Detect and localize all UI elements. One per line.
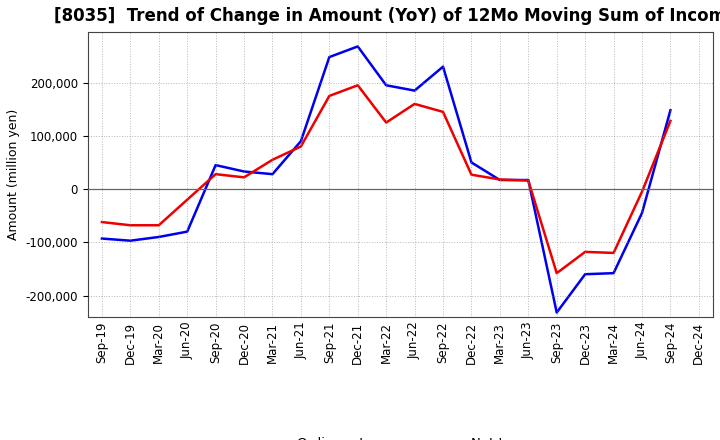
Line: Ordinary Income: Ordinary Income bbox=[102, 47, 670, 312]
Net Income bbox=[297, 144, 305, 149]
Net Income bbox=[183, 197, 192, 202]
Net Income bbox=[495, 177, 504, 182]
Title: [8035]  Trend of Change in Amount (YoY) of 12Mo Moving Sum of Incomes: [8035] Trend of Change in Amount (YoY) o… bbox=[54, 7, 720, 25]
Net Income bbox=[354, 83, 362, 88]
Ordinary Income bbox=[382, 83, 390, 88]
Net Income bbox=[98, 220, 107, 225]
Net Income bbox=[325, 93, 333, 99]
Ordinary Income bbox=[467, 160, 476, 165]
Legend: Ordinary Income, Net Income: Ordinary Income, Net Income bbox=[248, 432, 553, 440]
Net Income bbox=[467, 172, 476, 177]
Ordinary Income bbox=[495, 177, 504, 183]
Ordinary Income bbox=[211, 162, 220, 168]
Net Income bbox=[638, 189, 647, 194]
Ordinary Income bbox=[297, 139, 305, 144]
Ordinary Income bbox=[552, 310, 561, 315]
Ordinary Income bbox=[240, 169, 248, 174]
Net Income bbox=[438, 109, 447, 114]
Line: Net Income: Net Income bbox=[102, 85, 670, 273]
Ordinary Income bbox=[609, 271, 618, 276]
Net Income bbox=[155, 223, 163, 228]
Ordinary Income bbox=[354, 44, 362, 49]
Ordinary Income bbox=[155, 235, 163, 240]
Ordinary Income bbox=[98, 236, 107, 241]
Net Income bbox=[666, 118, 675, 124]
Ordinary Income bbox=[410, 88, 419, 93]
Ordinary Income bbox=[268, 172, 276, 177]
Net Income bbox=[609, 250, 618, 256]
Net Income bbox=[524, 178, 533, 183]
Ordinary Income bbox=[524, 177, 533, 183]
Ordinary Income bbox=[183, 229, 192, 234]
Net Income bbox=[268, 157, 276, 162]
Ordinary Income bbox=[666, 108, 675, 113]
Ordinary Income bbox=[638, 210, 647, 216]
Net Income bbox=[240, 175, 248, 180]
Net Income bbox=[211, 172, 220, 177]
Ordinary Income bbox=[581, 271, 590, 277]
Net Income bbox=[552, 271, 561, 276]
Y-axis label: Amount (million yen): Amount (million yen) bbox=[7, 109, 20, 240]
Ordinary Income bbox=[325, 55, 333, 60]
Ordinary Income bbox=[438, 64, 447, 69]
Net Income bbox=[126, 223, 135, 228]
Net Income bbox=[410, 101, 419, 106]
Net Income bbox=[382, 120, 390, 125]
Net Income bbox=[581, 249, 590, 254]
Ordinary Income bbox=[126, 238, 135, 243]
